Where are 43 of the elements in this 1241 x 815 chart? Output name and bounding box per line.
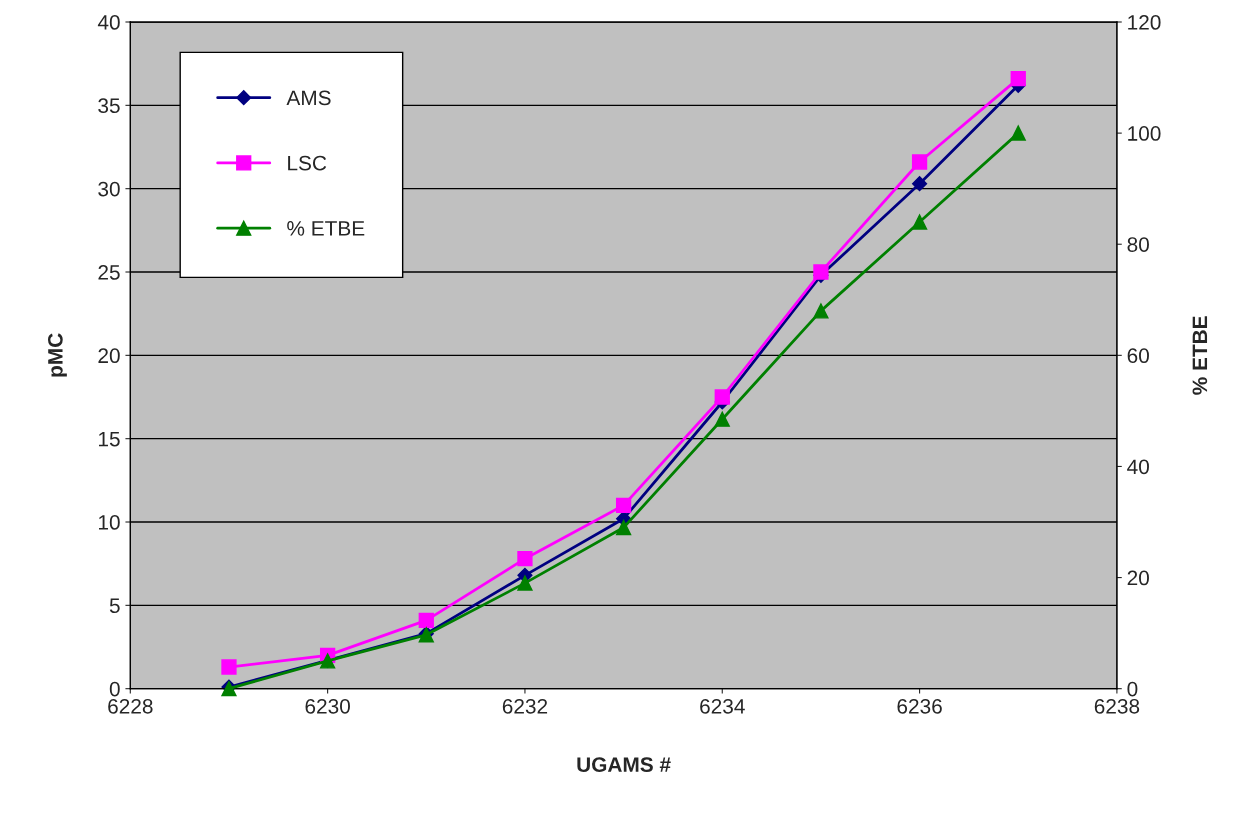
y2-tick-label: 0 [1127,681,1138,697]
point [1010,125,1026,141]
point [517,575,533,591]
point [714,411,730,427]
point [615,497,632,513]
point [418,612,434,628]
y2-tick-label: 100 [1128,126,1161,141]
y-tick-label: 40 [97,15,120,30]
y2-tick-label: 40 [1127,459,1149,475]
y-tick-label: 35 [98,98,120,114]
y2-tick-label: 120 [1128,15,1161,30]
y-tick-label: 0 [109,681,120,697]
y-tick-label: 5 [109,598,120,614]
y-tick-label: 30 [98,181,120,197]
point [714,389,730,405]
point [615,519,632,536]
point [911,214,928,230]
y-axis-title: pMC [47,333,67,377]
y2-tick-label: 20 [1127,570,1149,586]
legend-label: % ETBE [287,221,365,236]
point [911,154,928,170]
y-tick-label: 15 [99,431,120,447]
y-tick-label: 20 [98,348,120,364]
y2-axis-title: % ETBE [1192,316,1208,395]
x-tick-label: 6232 [502,698,548,714]
x-axis-title: UGAMS # [577,757,671,773]
point [517,551,533,567]
x-tick-label: 6234 [700,698,745,714]
point [813,303,829,319]
y2-tick-label: 80 [1127,237,1149,252]
point [813,264,829,280]
legend-label: AMS [286,90,331,106]
x-tick-label: 6236 [897,698,942,714]
x-tick-label: 6228 [108,698,153,714]
x-tick-label: 6238 [1094,698,1140,714]
y2-tick-label: 60 [1127,348,1149,364]
point [1010,71,1026,87]
point [221,659,237,675]
point [912,176,928,192]
y-tick-label: 10 [99,515,120,530]
y-tick-label: 25 [98,265,120,280]
x-tick-label: 6230 [305,698,350,714]
legend-label: LSC [288,155,327,171]
